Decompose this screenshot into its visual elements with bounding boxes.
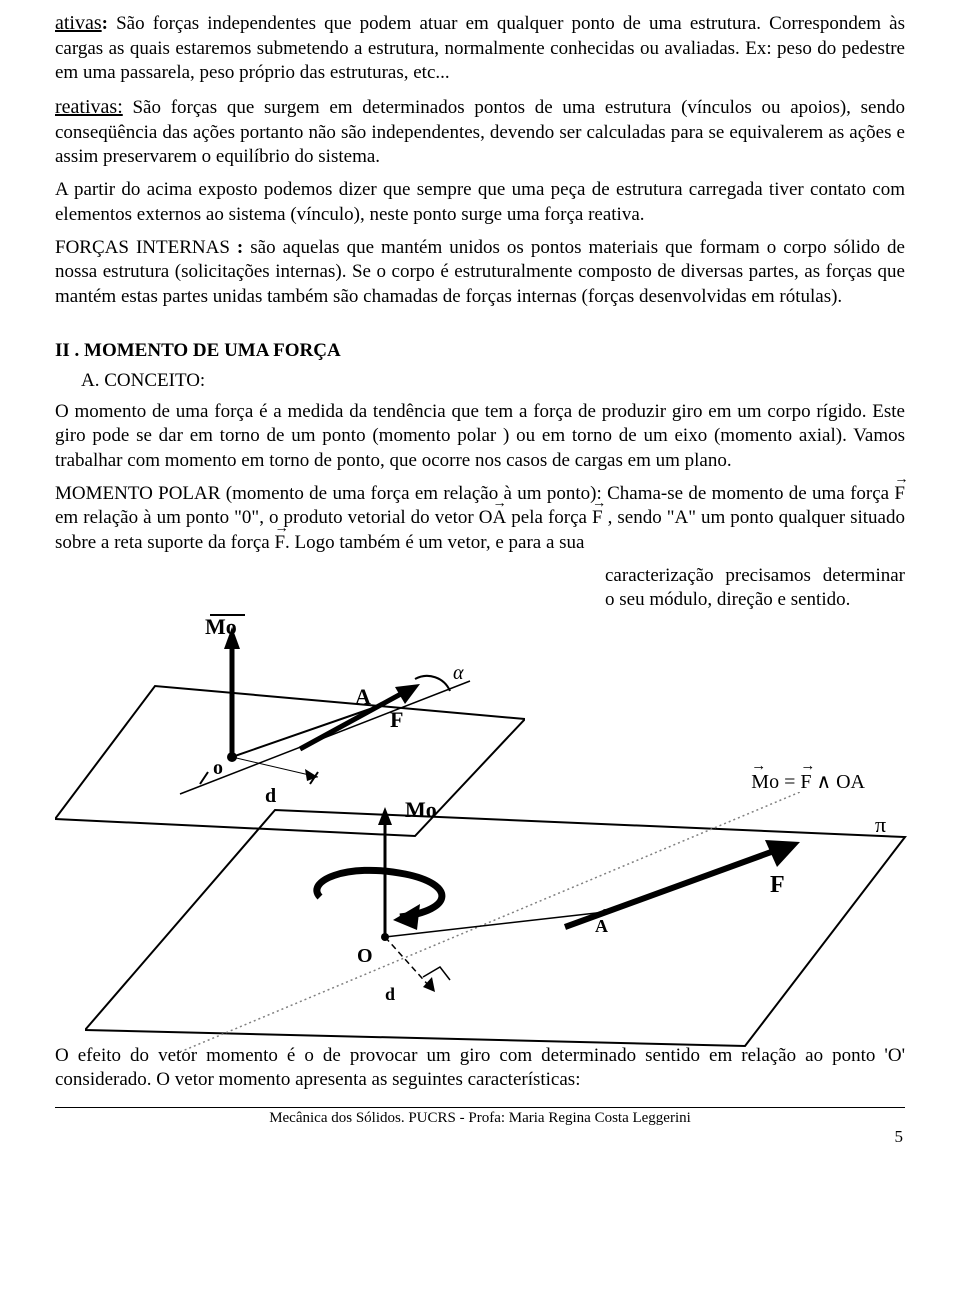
footer-text: Mecânica dos Sólidos. PUCRS - Profa: Mar… <box>55 1110 905 1127</box>
formula-Mo-o: o <box>769 771 779 793</box>
paragraph-3: A partir do acima exposto podemos dizer … <box>55 178 905 227</box>
vec-F3: F <box>274 531 285 556</box>
paragraph-forcas-internas: FORÇAS INTERNAS : são aquelas que mantém… <box>55 236 905 310</box>
body-ativas: São forças independentes que podem atuar… <box>55 13 905 83</box>
paragraph-6: MOMENTO POLAR (momento de uma força em r… <box>55 482 905 556</box>
d2-label-A: A <box>595 916 608 936</box>
paragraph-ativas: ativas: São forças independentes que pod… <box>55 10 905 86</box>
term-ativas: ativas <box>55 12 102 34</box>
d1-label-F: F <box>390 707 403 732</box>
subsection-a: A. CONCEITO: <box>81 370 905 392</box>
d1-label-o: o <box>213 757 223 779</box>
p6-e: . Logo também é um vetor, e para a sua <box>285 532 584 553</box>
side-text: caracterização precisamos determinar o s… <box>605 564 905 613</box>
d1-label-Mo: Mo <box>205 614 237 639</box>
page-number: 5 <box>55 1127 905 1147</box>
d1-label-alpha: α <box>453 662 464 684</box>
term-reativas: reativas: <box>55 96 123 118</box>
paragraph-reativas: reativas: São forças que surgem em deter… <box>55 94 905 170</box>
formula-rest: ∧ OA <box>811 771 865 793</box>
d2-label-O: O <box>357 945 373 967</box>
section-2-title: II . MOMENTO DE UMA FORÇA <box>55 340 905 362</box>
d1-label-A: A <box>355 684 371 709</box>
formula-F: F <box>800 771 811 794</box>
p6-a: MOMENTO POLAR (momento de uma força em r… <box>55 483 894 504</box>
formula-mo: Mo = F ∧ OA <box>751 769 865 794</box>
body-reativas: São forças que surgem em determinados po… <box>55 97 905 167</box>
vec-F2: F <box>592 506 603 531</box>
vec-A: A <box>493 506 507 531</box>
diagram-2: π O Mo A F d <box>85 792 910 1052</box>
footer-line <box>55 1107 905 1108</box>
d2-label-d: d <box>385 984 395 1004</box>
vec-F1: F <box>894 482 905 507</box>
diagrams-container: caracterização precisamos determinar o s… <box>55 564 905 1044</box>
d2-label-pi: π <box>875 812 886 837</box>
formula-eq: = <box>779 771 800 793</box>
paragraph-5: O momento de uma força é a medida da ten… <box>55 400 905 474</box>
d2-label-Mo: Mo <box>405 797 437 822</box>
pre-forcas: FORÇAS INTERNAS <box>55 237 237 258</box>
d2-label-F: F <box>770 872 785 898</box>
p6-c: pela força <box>506 507 592 528</box>
formula-Mo-M: M <box>751 771 769 794</box>
